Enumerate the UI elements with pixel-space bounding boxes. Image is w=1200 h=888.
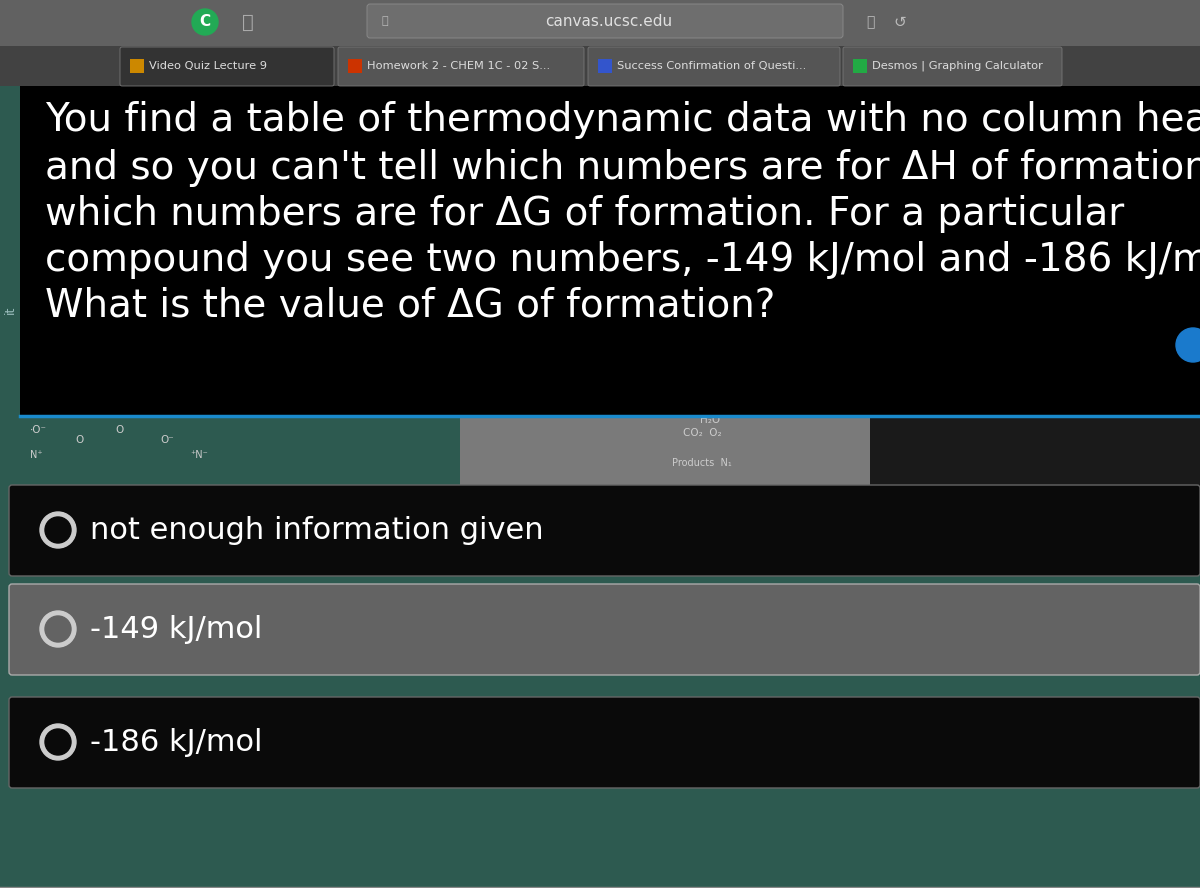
FancyBboxPatch shape: [0, 0, 1200, 46]
Text: -186 kJ/mol: -186 kJ/mol: [90, 727, 263, 757]
Text: What is the value of ΔG of formation?: What is the value of ΔG of formation?: [46, 286, 775, 324]
Text: ⦾: ⦾: [242, 12, 254, 31]
FancyBboxPatch shape: [338, 47, 584, 86]
Text: ⋅O⁻: ⋅O⁻: [30, 425, 47, 435]
Text: -149 kJ/mol: -149 kJ/mol: [90, 614, 263, 644]
FancyBboxPatch shape: [0, 416, 1200, 888]
Text: O: O: [115, 425, 124, 435]
FancyBboxPatch shape: [870, 416, 1200, 496]
Text: not enough information given: not enough information given: [90, 516, 544, 544]
Text: CO₂  O₂: CO₂ O₂: [683, 428, 721, 438]
Text: N⁺: N⁺: [30, 450, 43, 460]
FancyBboxPatch shape: [842, 47, 1062, 86]
Text: ⁺N⁻: ⁺N⁻: [190, 450, 208, 460]
FancyBboxPatch shape: [10, 697, 1200, 788]
Text: it: it: [4, 305, 17, 314]
FancyBboxPatch shape: [367, 4, 842, 38]
Text: H₂O: H₂O: [700, 415, 720, 425]
Text: and so you can't tell which numbers are for ΔH of formation an: and so you can't tell which numbers are …: [46, 149, 1200, 187]
FancyBboxPatch shape: [0, 86, 20, 888]
Text: Desmos | Graphing Calculator: Desmos | Graphing Calculator: [872, 60, 1043, 71]
Text: ↺: ↺: [894, 14, 906, 29]
Circle shape: [40, 512, 76, 548]
Text: compound you see two numbers, -149 kJ/mol and -186 kJ/mol.: compound you see two numbers, -149 kJ/mo…: [46, 241, 1200, 279]
FancyBboxPatch shape: [460, 416, 870, 496]
Text: canvas.ucsc.edu: canvas.ucsc.edu: [546, 13, 672, 28]
FancyBboxPatch shape: [130, 59, 144, 73]
Circle shape: [46, 729, 71, 755]
Text: O: O: [74, 435, 83, 445]
FancyBboxPatch shape: [0, 46, 1200, 86]
FancyBboxPatch shape: [588, 47, 840, 86]
Text: O⁻: O⁻: [160, 435, 174, 445]
FancyBboxPatch shape: [853, 59, 866, 73]
Text: Success Confirmation of Questi...: Success Confirmation of Questi...: [617, 61, 806, 71]
Text: Homework 2 - CHEM 1C - 02 S...: Homework 2 - CHEM 1C - 02 S...: [367, 61, 550, 71]
Circle shape: [40, 611, 76, 647]
Text: 🔒: 🔒: [382, 16, 389, 26]
FancyBboxPatch shape: [120, 47, 334, 86]
Circle shape: [192, 9, 218, 35]
Circle shape: [46, 517, 71, 543]
Circle shape: [46, 616, 71, 642]
Text: Products  N₁: Products N₁: [672, 458, 732, 468]
Circle shape: [40, 724, 76, 760]
FancyBboxPatch shape: [598, 59, 612, 73]
FancyBboxPatch shape: [348, 59, 362, 73]
FancyBboxPatch shape: [20, 86, 1200, 416]
Circle shape: [1176, 328, 1200, 362]
FancyBboxPatch shape: [10, 485, 1200, 576]
Text: Video Quiz Lecture 9: Video Quiz Lecture 9: [149, 61, 266, 71]
FancyBboxPatch shape: [10, 584, 1200, 675]
Text: You find a table of thermodynamic data with no column headin: You find a table of thermodynamic data w…: [46, 101, 1200, 139]
Text: which numbers are for ΔG of formation. For a particular: which numbers are for ΔG of formation. F…: [46, 195, 1124, 233]
Text: 🖥: 🖥: [866, 15, 874, 29]
Text: C: C: [199, 14, 210, 29]
